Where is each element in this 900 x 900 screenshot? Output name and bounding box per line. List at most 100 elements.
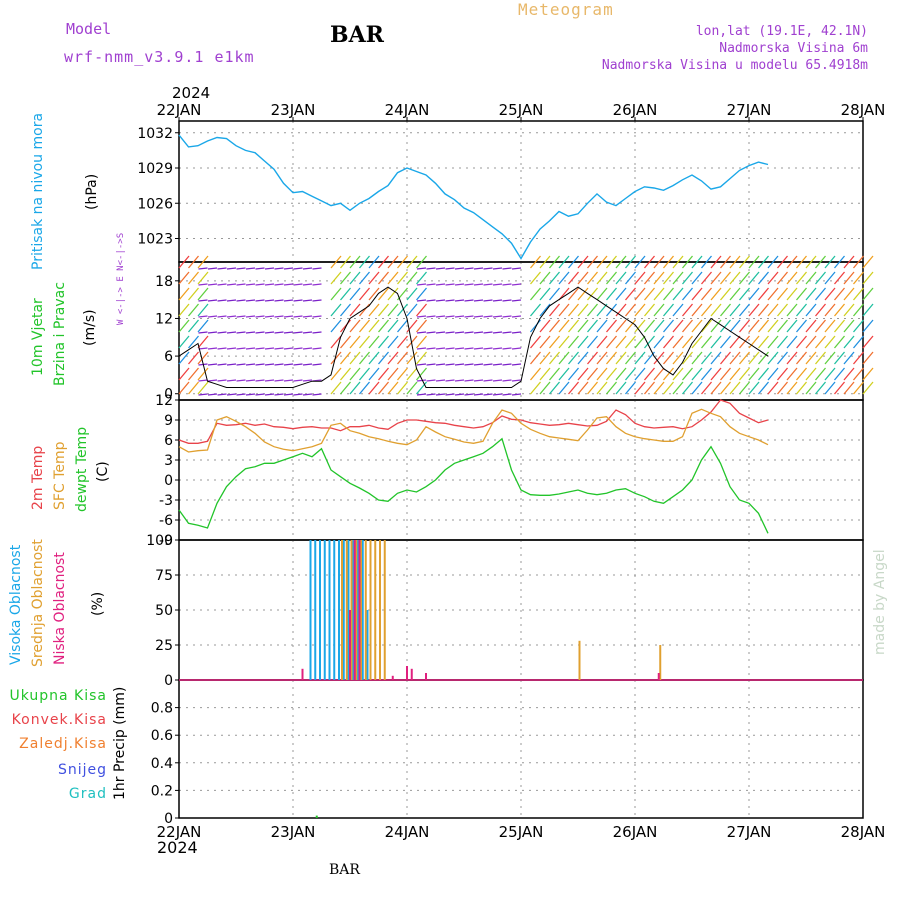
wind-arrow xyxy=(596,319,608,333)
wind-arrow xyxy=(340,255,351,269)
wind-arrow xyxy=(634,351,646,365)
wind-arrow xyxy=(834,381,845,395)
wind-arrow xyxy=(188,319,199,333)
wind-arrow xyxy=(682,367,693,381)
wind-arrow xyxy=(198,331,208,334)
wind-arrow xyxy=(445,379,455,382)
wind-arrow xyxy=(245,267,256,270)
wind-arrow xyxy=(682,351,693,365)
wind-arrow xyxy=(445,283,455,286)
wind-arrow xyxy=(197,255,209,269)
wind-arrow xyxy=(862,287,874,301)
wind-arrow xyxy=(483,379,493,382)
wind-arrow xyxy=(349,351,361,365)
wind-arrow xyxy=(596,303,608,317)
wind-arrow xyxy=(634,335,646,349)
wind-arrow xyxy=(188,351,199,365)
wind-arrow xyxy=(255,315,265,318)
wind-arrow xyxy=(767,351,779,365)
wind-arrow xyxy=(653,381,665,395)
wind-arrow xyxy=(397,381,408,395)
wind-arrow xyxy=(483,267,493,270)
wind-arrow xyxy=(349,381,361,395)
wind-arrow xyxy=(843,255,855,269)
wind-arrow xyxy=(406,335,418,349)
wind-arrow xyxy=(435,267,446,270)
wind-arrow xyxy=(188,381,199,395)
wind-arrow xyxy=(701,319,712,333)
wind-arrow xyxy=(625,381,636,395)
wind-arrow xyxy=(511,315,522,318)
wind-arrow xyxy=(378,319,389,333)
wind-arrow xyxy=(302,267,313,270)
wind-arrow xyxy=(359,319,370,333)
wind-arrow xyxy=(558,255,570,269)
wind-arrow xyxy=(682,319,693,333)
wind-arrow xyxy=(483,299,493,302)
wind-arrow xyxy=(445,315,455,318)
wind-arrow xyxy=(188,367,199,381)
year-bottom: 2024 xyxy=(157,838,198,857)
wind-arrow xyxy=(710,381,722,395)
wind-arrow xyxy=(387,335,399,349)
wind-arrow xyxy=(758,335,769,349)
wind-arrow xyxy=(454,267,465,270)
wind-arrow xyxy=(568,319,579,333)
wind-arrow xyxy=(245,393,256,396)
wind-arrow xyxy=(691,335,703,349)
wind-arrow xyxy=(435,331,446,334)
wind-arrow xyxy=(492,393,503,396)
wind-arrow xyxy=(245,315,256,318)
wind-arrow xyxy=(464,315,474,318)
wind-arrow xyxy=(834,367,845,381)
wind-arrow xyxy=(217,299,227,302)
wind-arrow xyxy=(483,393,493,396)
wind-arrow xyxy=(274,347,284,350)
wind-arrow xyxy=(625,287,636,301)
wind-arrow xyxy=(283,379,294,382)
wind-arrow xyxy=(264,315,275,318)
wind-arrow xyxy=(720,351,731,365)
wind-arrow xyxy=(634,381,646,395)
precip-legend-hail: Grad xyxy=(68,786,107,802)
wind-speed-line xyxy=(178,286,769,388)
wind-arrow xyxy=(293,267,303,270)
wind-arrow xyxy=(853,255,864,269)
wind-arrow xyxy=(834,335,845,349)
wind-arrow xyxy=(701,303,712,317)
wind-arrow xyxy=(758,319,769,333)
wind-arrow xyxy=(663,351,674,365)
wind-arrow xyxy=(236,331,246,334)
wind-arrow xyxy=(710,303,722,317)
wind-arrow xyxy=(710,287,722,301)
y-tick-label: 25 xyxy=(155,638,173,654)
wind-arrow xyxy=(368,319,380,333)
date-label-top: 28JAN xyxy=(841,101,886,119)
wind-arrow xyxy=(226,267,237,270)
wind-arrow xyxy=(302,299,313,302)
precip-legend-freezing: Zaledj.Kisa xyxy=(19,736,107,752)
wind-arrow xyxy=(824,271,836,285)
wind-arrow xyxy=(577,367,589,381)
wind-arrow xyxy=(853,335,864,349)
wind-arrow xyxy=(644,287,655,301)
wind-arrow xyxy=(492,379,503,382)
wind-arrow xyxy=(198,299,208,302)
wind-arrow xyxy=(387,287,399,301)
wind-arrow xyxy=(644,319,655,333)
wind-arrow xyxy=(378,287,389,301)
wind-arrow xyxy=(274,379,284,382)
wind-arrow xyxy=(483,347,493,350)
wind-arrow xyxy=(672,335,684,349)
wind-arrow xyxy=(701,367,712,381)
wind-arrow xyxy=(767,319,779,333)
wind-arrow xyxy=(416,347,427,350)
wind-arrow xyxy=(777,381,788,395)
wind-arrow xyxy=(245,299,256,302)
wind-arrow xyxy=(644,255,655,269)
wind-arrow xyxy=(511,331,522,334)
wind-arrow xyxy=(549,351,560,365)
wind-arrow xyxy=(748,351,760,365)
wind-arrow xyxy=(748,287,760,301)
wind-arrow xyxy=(767,255,779,269)
